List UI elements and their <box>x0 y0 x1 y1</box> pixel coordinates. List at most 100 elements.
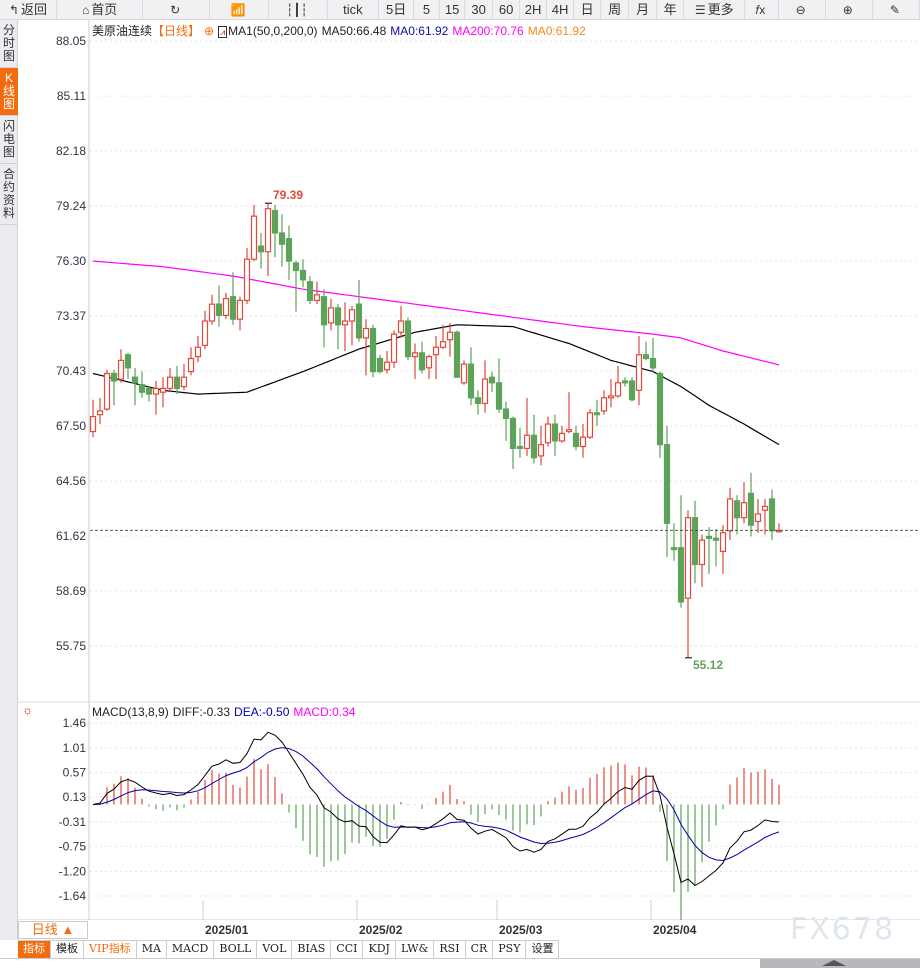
candle <box>537 425 545 466</box>
sidebar-tab-1[interactable]: K线图 <box>0 68 18 116</box>
candle <box>572 425 580 451</box>
candle-body <box>509 417 517 449</box>
candle-body <box>698 539 706 566</box>
candle <box>530 414 538 464</box>
indicator-tab-bias[interactable]: BIAS <box>292 941 332 958</box>
candle-body <box>257 245 265 253</box>
scrollbar-thumb[interactable] <box>760 959 920 968</box>
candle-body <box>537 444 545 457</box>
toolbar-button-zoom-in[interactable]: ⊕ <box>826 0 873 20</box>
indicator-tab-lw&[interactable]: LW& <box>396 941 435 958</box>
candle-body <box>362 327 370 339</box>
candle <box>117 349 125 383</box>
toolbar-button-5[interactable]: 5 <box>414 0 440 20</box>
chart-canvas[interactable]: 88.05 85.11 82.18 79.24 76.30 73.37 70.43 67.50… <box>0 20 920 920</box>
toolbar-label: 4H <box>551 2 569 17</box>
toolbar-button-zoom-out[interactable]: ⊖ <box>779 0 826 20</box>
candle <box>733 495 741 535</box>
sidebar-tab-0[interactable]: 分时图 <box>0 20 18 68</box>
candle <box>369 324 377 378</box>
home-icon: ⌂ <box>82 3 90 17</box>
toolbar-button-tick[interactable]: tick <box>328 0 379 20</box>
indicator-tab-cci[interactable]: CCI <box>331 941 364 958</box>
watermark-logo: FX678 <box>790 912 896 947</box>
candle <box>621 377 629 387</box>
toolbar-button-line-chart[interactable]: 📶 <box>210 0 269 20</box>
candle <box>740 482 748 524</box>
indicator-tab-vip指标[interactable]: VIP指标 <box>84 941 137 958</box>
toolbar-button-5日[interactable]: 5日 <box>379 0 415 20</box>
indicator-tab-ma[interactable]: MA <box>137 941 167 958</box>
toolbar-button-2H[interactable]: 2H <box>520 0 547 20</box>
toolbar-button-年[interactable]: 年 <box>657 0 685 20</box>
indicator-tab-psy[interactable]: PSY <box>493 941 527 958</box>
macd-y-tick-label: -0.31 <box>59 815 87 829</box>
dea-line <box>92 747 780 862</box>
line-chart-icon: 📶 <box>230 3 246 17</box>
indicator-tab-kdj[interactable]: KDJ <box>363 941 396 958</box>
candle <box>327 298 335 331</box>
draw-pen-icon: ✎ <box>889 3 900 17</box>
toolbar-button-60[interactable]: 60 <box>493 0 521 20</box>
toolbar-button-月[interactable]: 月 <box>629 0 657 20</box>
candle-body <box>243 258 251 302</box>
toolbar-label: 60 <box>498 2 514 17</box>
toolbar-button-4H[interactable]: 4H <box>547 0 575 20</box>
toolbar-button-function-fx[interactable]: 𝑓x <box>745 0 779 20</box>
zoom-in-icon: ⊕ <box>842 3 853 17</box>
candle <box>544 416 552 447</box>
indicator-tab-cr[interactable]: CR <box>466 941 494 958</box>
indicator-tab-vol[interactable]: VOL <box>257 941 293 958</box>
candle-body <box>614 382 622 397</box>
toolbar-button-首页[interactable]: ⌂ 首页 <box>57 0 144 20</box>
candle-body <box>656 372 664 446</box>
toolbar-button-15[interactable]: 15 <box>440 0 466 20</box>
candle <box>586 409 594 440</box>
period-label: 【日线】 <box>152 24 201 38</box>
date-tick-label: 2025/01 <box>205 923 249 937</box>
indicator-tab-macd[interactable]: MACD <box>167 941 215 958</box>
period-selector[interactable]: 日线 ▲ <box>18 921 88 939</box>
sidebar-tab-3[interactable]: 合约资料 <box>0 164 18 225</box>
candle-body <box>89 415 97 433</box>
candle <box>376 354 384 374</box>
candle-body <box>278 232 286 245</box>
indicator-tab-模板[interactable]: 模板 <box>51 941 84 958</box>
candle-body <box>313 294 321 302</box>
indicator-tab-boll[interactable]: BOLL <box>214 941 258 958</box>
indicator-tab-指标[interactable]: 指标 <box>18 941 51 958</box>
toolbar-button-draw-pen[interactable]: ✎ <box>873 0 920 20</box>
ma-indicator-icon[interactable]: ⩘ <box>218 26 228 38</box>
candle-body <box>551 423 559 442</box>
candle <box>96 397 104 425</box>
sidebar-tab-2[interactable]: 闪电图 <box>0 116 18 164</box>
toolbar-button-周[interactable]: 周 <box>601 0 630 20</box>
horizontal-scrollbar[interactable] <box>0 958 920 968</box>
indicator-settings-icon[interactable]: ☼ <box>22 703 33 717</box>
settings-circle-icon[interactable]: ⊕ <box>204 24 215 38</box>
candle <box>502 401 510 441</box>
toolbar-button-candlestick[interactable]: ┆┃┆ <box>269 0 328 20</box>
toolbar-button-日[interactable]: 日 <box>574 0 601 20</box>
toolbar-label: 日 <box>580 2 594 17</box>
y-tick-label: 70.43 <box>56 364 86 378</box>
toolbar-button-更多[interactable]: ☰ 更多 <box>684 0 746 20</box>
candle-body <box>215 303 223 317</box>
candle <box>201 310 209 350</box>
candle <box>152 380 160 415</box>
candle <box>257 232 265 269</box>
toolbar-button-refresh[interactable]: ↻ <box>143 0 211 20</box>
indicator-tab-设置[interactable]: 设置 <box>526 941 560 958</box>
candle-body <box>677 547 685 603</box>
macd-y-tick-label: -1.20 <box>59 864 87 878</box>
indicator-tab-rsi[interactable]: RSI <box>434 941 466 958</box>
toolbar-button-30[interactable]: 30 <box>465 0 493 20</box>
candle <box>334 304 342 350</box>
candle-body <box>369 327 377 373</box>
y-tick-label: 61.62 <box>56 529 86 543</box>
candle-body <box>306 281 314 302</box>
toolbar-button-返回[interactable]: ↰ 返回 <box>0 0 57 20</box>
candle-body <box>719 532 727 553</box>
ma-params: MA1(50,0,200,0) <box>228 24 318 38</box>
y-tick-label: 85.11 <box>57 89 86 103</box>
